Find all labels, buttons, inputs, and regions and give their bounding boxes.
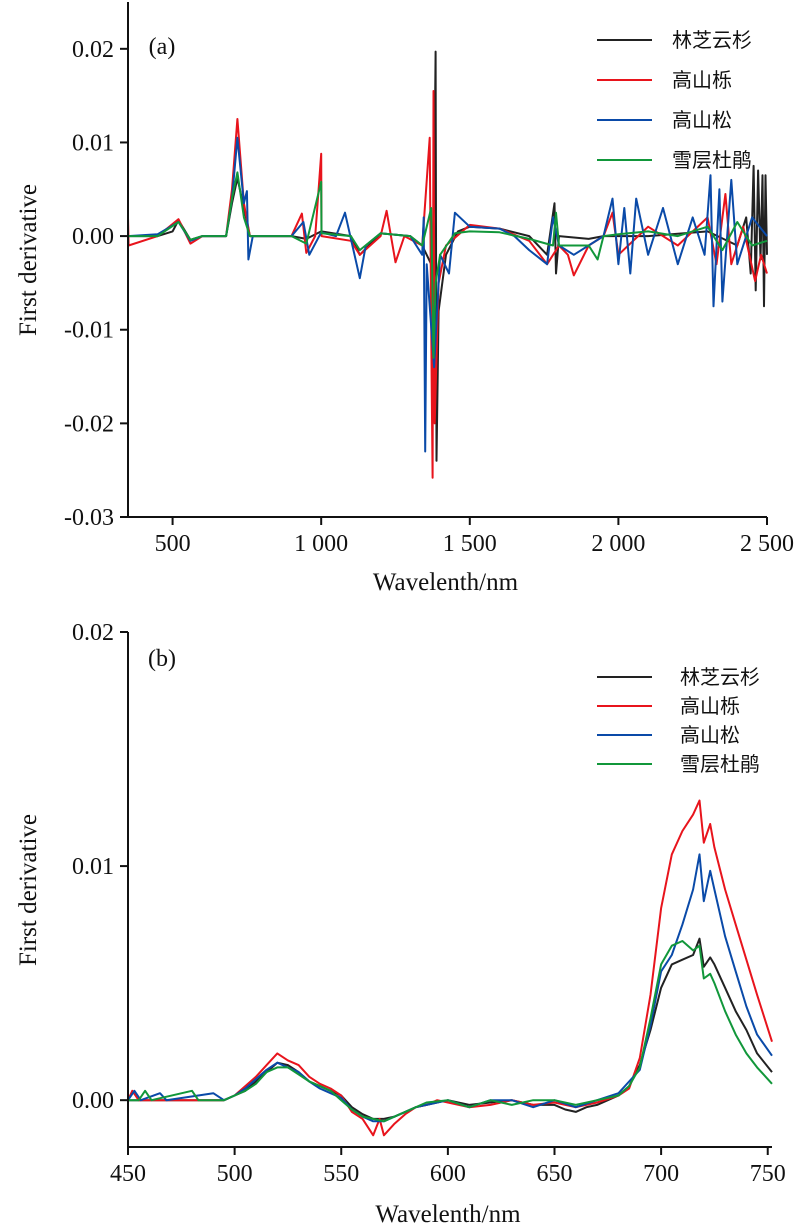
legend-label-3: 雪层杜鹃: [680, 752, 760, 776]
series-line-3: [128, 171, 768, 359]
x-tick-label: 2 500: [740, 531, 794, 557]
x-axis-label: Wavelenth/nm: [373, 569, 519, 596]
y-tick-label: -0.02: [64, 411, 114, 437]
x-tick-label: 550: [323, 1161, 359, 1187]
y-tick-label: 0.01: [72, 130, 114, 156]
series-line-2: [127, 853, 773, 1123]
series-line-0: [128, 50, 768, 462]
chart-panel-b: 0.02 0.01 0.00 450 500 550 600 650 700 750 (b) Wave…: [15, 620, 786, 1228]
y-tick-label: -0.03: [64, 505, 114, 531]
series-line-0: [128, 937, 773, 1120]
x-tick-label: 500: [217, 1161, 253, 1187]
legend-label-1: 高山栎: [672, 68, 732, 92]
series-line-1: [127, 799, 773, 1137]
x-tick-label: 450: [110, 1161, 146, 1187]
y-axis-label: First derivative: [15, 814, 42, 966]
x-tick-label: 1 500: [443, 531, 497, 557]
series-line-2: [127, 136, 768, 453]
x-tick-label: 600: [430, 1161, 466, 1187]
y-tick-label: 0.02: [72, 37, 114, 63]
x-tick-label: 650: [536, 1161, 572, 1187]
legend-label-0: 林芝云杉: [680, 665, 760, 689]
chart-panel-a: 0.02 0.01 0.00 -0.01 -0.02 -0.03 500 1 000 1 500…: [15, 2, 794, 596]
legend-label-0: 林芝云杉: [672, 28, 752, 52]
panel-label: (b): [148, 646, 176, 672]
y-tick-label: 0.02: [72, 620, 114, 646]
x-tick-label: 750: [750, 1161, 786, 1187]
x-tick-label: 700: [643, 1161, 679, 1187]
y-tick-label: 0.00: [72, 224, 114, 250]
y-tick-label: 0.01: [72, 854, 114, 880]
y-tick-label: 0.00: [72, 1088, 114, 1114]
legend-label-3: 雪层杜鹃: [672, 148, 752, 172]
legend-label-2: 高山松: [680, 723, 740, 747]
y-tick-label: -0.01: [64, 318, 114, 344]
legend-label-2: 高山松: [672, 108, 732, 132]
x-tick-label: 1 000: [294, 531, 348, 557]
panel-label: (a): [149, 34, 176, 60]
legend-label-1: 高山栎: [680, 694, 740, 718]
y-axis-label: First derivative: [15, 184, 42, 336]
x-axis-label: Wavelenth/nm: [375, 1201, 521, 1228]
x-tick-label: 500: [155, 531, 191, 557]
x-tick-label: 2 000: [591, 531, 645, 557]
series-line-3: [128, 940, 773, 1123]
